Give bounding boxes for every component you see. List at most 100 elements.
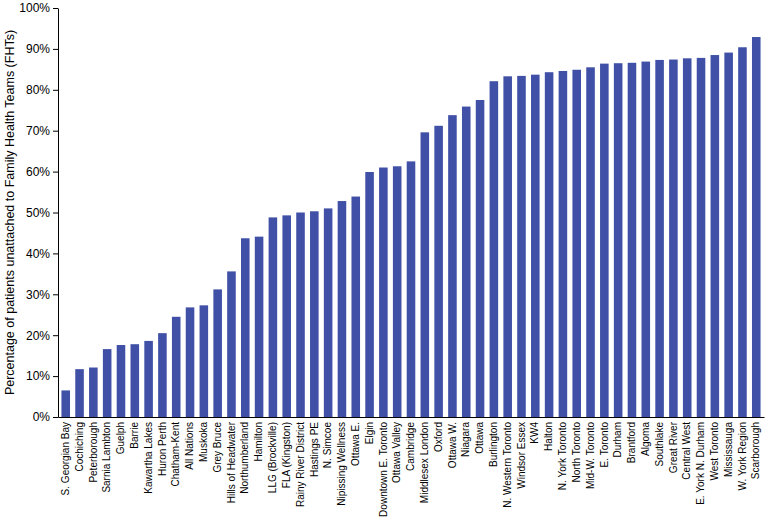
y-tick-mark bbox=[53, 253, 58, 254]
x-tick: Mid-W. Toronto bbox=[585, 422, 596, 489]
bar bbox=[628, 63, 637, 417]
y-tick-mark bbox=[53, 376, 58, 377]
y-tick-mark bbox=[53, 90, 58, 91]
bar bbox=[531, 75, 540, 417]
bar bbox=[365, 172, 374, 417]
y-tick-mark bbox=[53, 335, 58, 336]
x-tick-label: West Toronto bbox=[709, 422, 720, 481]
bar bbox=[752, 37, 761, 417]
x-tick: Windsor Essex bbox=[516, 422, 527, 489]
bar bbox=[213, 289, 222, 417]
bar bbox=[227, 271, 236, 417]
x-tick: Nipissing Wellness bbox=[336, 422, 347, 506]
x-tick: N. York Toronto bbox=[557, 422, 568, 491]
x-tick: W. York Region bbox=[737, 422, 748, 490]
x-tick-label: All Nations bbox=[184, 422, 195, 470]
bar bbox=[655, 60, 664, 417]
bar bbox=[448, 115, 457, 417]
bar bbox=[738, 47, 747, 417]
bar bbox=[669, 60, 678, 417]
x-tick: Ottawa E. bbox=[350, 422, 361, 466]
bar bbox=[200, 305, 209, 417]
y-axis-line bbox=[58, 9, 59, 418]
bar bbox=[462, 107, 471, 417]
x-tick-label: Niagara bbox=[460, 422, 471, 457]
x-tick: All Nations bbox=[184, 422, 195, 470]
x-tick: LLG (Brockville) bbox=[267, 422, 278, 493]
y-tick-mark bbox=[53, 8, 58, 9]
bar bbox=[89, 368, 98, 417]
y-axis-title: Percentage of patients unattached to Fam… bbox=[3, 30, 17, 395]
x-tick-label: Windsor Essex bbox=[516, 422, 527, 489]
x-tick: Cochiching bbox=[74, 422, 85, 471]
bar bbox=[517, 76, 526, 417]
x-tick: Northumberland bbox=[239, 422, 250, 494]
x-tick: Guelph bbox=[115, 422, 126, 454]
x-tick: Muskoka bbox=[198, 422, 209, 462]
x-tick: Huron Perth bbox=[157, 422, 168, 476]
bar bbox=[559, 71, 568, 417]
x-tick: Mississauga bbox=[723, 422, 734, 477]
x-tick-label: Mid-W. Toronto bbox=[585, 422, 596, 489]
x-tick-label: Muskoka bbox=[198, 422, 209, 462]
x-tick: S. Georgian Bay bbox=[60, 422, 71, 495]
x-tick: Oxford bbox=[433, 422, 444, 452]
x-tick-label: Mississauga bbox=[723, 422, 734, 477]
x-tick-label: Oxford bbox=[433, 422, 444, 452]
y-tick-label: 80% bbox=[26, 83, 50, 97]
x-tick-label: Southlake bbox=[654, 422, 665, 467]
x-tick: Ottawa bbox=[474, 422, 485, 454]
y-tick-mark bbox=[53, 417, 58, 418]
y-tick-mark bbox=[53, 213, 58, 214]
x-tick-label: Hastings PE bbox=[309, 422, 320, 477]
y-tick-label: 50% bbox=[26, 206, 50, 220]
bar bbox=[503, 76, 512, 417]
x-tick: Southlake bbox=[654, 422, 665, 467]
x-tick-label: E. York N. Durham bbox=[695, 422, 706, 505]
y-tick-label: 90% bbox=[26, 42, 50, 56]
x-tick-label: Hills of Headwater bbox=[226, 421, 237, 503]
bar bbox=[103, 349, 112, 417]
x-tick: Hills of Headwater bbox=[226, 421, 237, 503]
x-tick: N. Western Toronto bbox=[502, 422, 513, 508]
bar bbox=[338, 201, 347, 417]
bar bbox=[158, 333, 167, 417]
x-tick-label: Brantford bbox=[626, 422, 637, 463]
x-tick-label: Elgin bbox=[364, 422, 375, 444]
bar bbox=[241, 238, 250, 417]
plot: 0%10%20%30%40%50%60%70%80%90%100%S. Geor… bbox=[19, 1, 764, 517]
y-tick-mark bbox=[53, 294, 58, 295]
x-tick-label: Northumberland bbox=[239, 422, 250, 494]
y-tick: 30% bbox=[26, 288, 58, 302]
y-tick: 80% bbox=[26, 83, 58, 97]
x-tick-label: Ottawa bbox=[474, 422, 485, 454]
y-tick-label: 10% bbox=[26, 369, 50, 383]
x-tick-label: Ottawa W. bbox=[447, 422, 458, 468]
x-tick: Sarnia Lambton bbox=[101, 422, 112, 493]
y-tick-label: 20% bbox=[26, 329, 50, 343]
bar bbox=[269, 217, 278, 417]
x-tick-label: Guelph bbox=[115, 422, 126, 454]
x-tick: Cambridge bbox=[405, 422, 416, 471]
x-tick: West Toronto bbox=[709, 422, 720, 481]
x-tick-label: Ottawa E. bbox=[350, 422, 361, 466]
x-tick: Burlington bbox=[488, 422, 499, 467]
x-tick-label: Cambridge bbox=[405, 422, 416, 471]
bar bbox=[144, 341, 153, 417]
x-tick-label: N. York Toronto bbox=[557, 422, 568, 491]
x-tick-label: S. Georgian Bay bbox=[60, 422, 71, 495]
x-tick-label: E. Toronto bbox=[599, 422, 610, 468]
x-tick-label: Hamilton bbox=[253, 422, 264, 461]
y-tick-mark bbox=[53, 172, 58, 173]
x-tick: Middlesex London bbox=[419, 422, 430, 503]
x-tick: Barrie bbox=[129, 422, 140, 449]
x-tick: Kawartha Lakes bbox=[143, 422, 154, 494]
x-tick: Peterborough bbox=[88, 422, 99, 483]
x-tick-label: Burlington bbox=[488, 422, 499, 467]
x-tick: Halton bbox=[543, 422, 554, 451]
bar bbox=[586, 67, 595, 417]
x-tick-label: Scarborough bbox=[750, 422, 761, 479]
y-tick-label: 0% bbox=[33, 410, 51, 424]
x-tick: Hastings PE bbox=[309, 422, 320, 477]
bar bbox=[310, 211, 319, 417]
